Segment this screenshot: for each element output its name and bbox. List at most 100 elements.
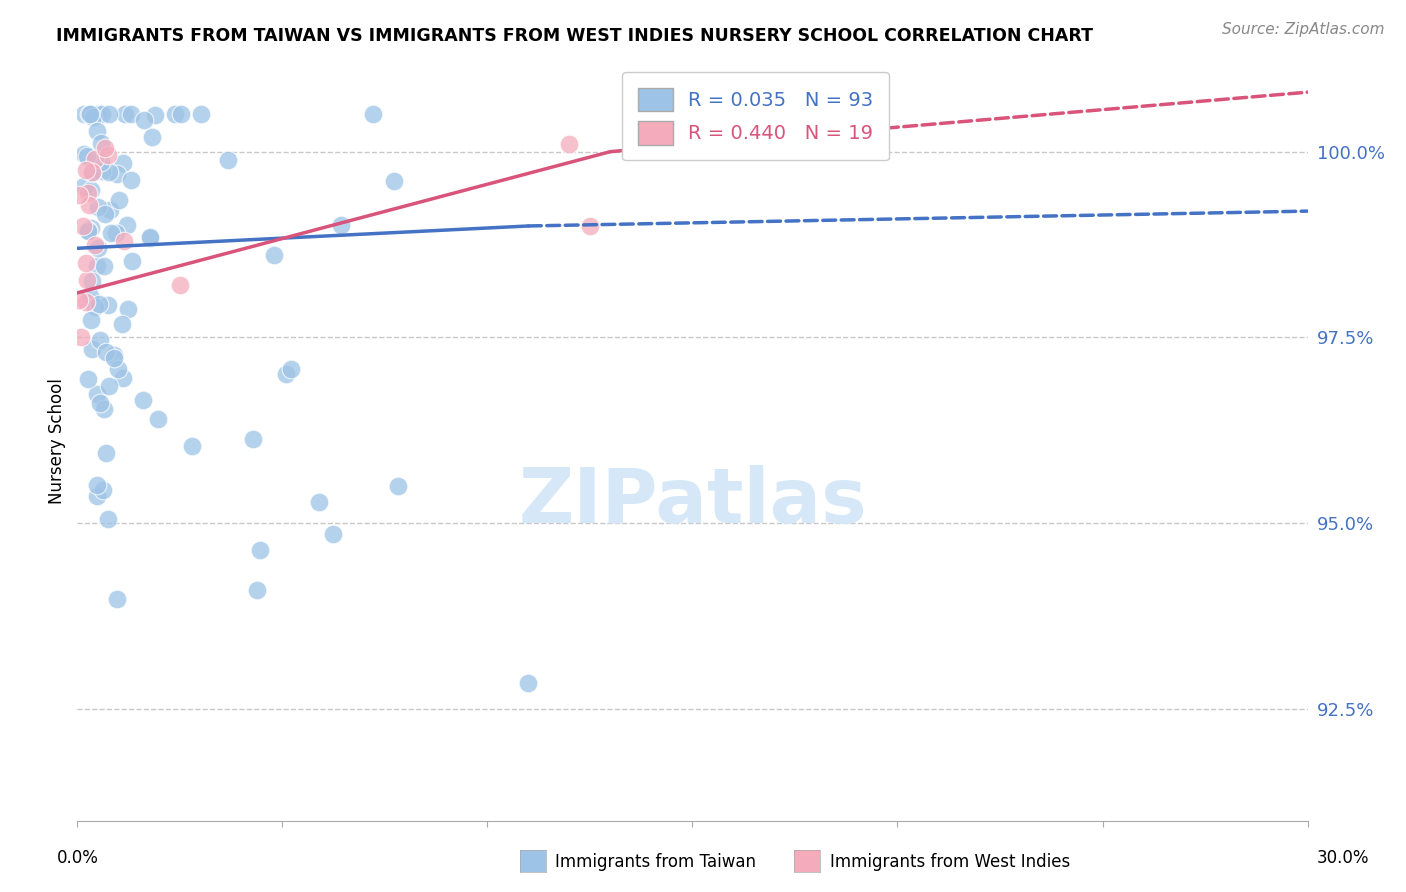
Point	[249, 542, 271, 557]
Point	[105, 226, 128, 240]
Point	[98, 202, 121, 217]
Point	[134, 113, 156, 128]
Point	[115, 218, 138, 232]
Point	[97, 512, 120, 526]
Point	[80, 274, 103, 288]
Point	[79, 107, 101, 121]
Point	[80, 165, 103, 179]
Point	[70, 330, 93, 344]
Point	[138, 230, 160, 244]
Point	[75, 256, 97, 270]
Point	[246, 582, 269, 597]
Point	[107, 193, 129, 207]
Point	[67, 293, 90, 308]
Point	[120, 107, 142, 121]
Point	[73, 178, 96, 193]
Point	[86, 489, 108, 503]
Point	[79, 289, 101, 303]
Point	[94, 207, 117, 221]
Point	[143, 108, 166, 122]
Text: Source: ZipAtlas.com: Source: ZipAtlas.com	[1222, 22, 1385, 37]
Point	[80, 313, 103, 327]
Point	[165, 107, 187, 121]
Point	[107, 362, 129, 376]
Y-axis label: Nursery School: Nursery School	[48, 378, 66, 505]
Point	[276, 367, 298, 381]
Point	[90, 136, 112, 151]
Point	[93, 402, 115, 417]
Point	[98, 165, 121, 179]
Point	[76, 186, 98, 200]
Point	[105, 167, 128, 181]
Point	[73, 107, 96, 121]
Point	[131, 392, 153, 407]
Point	[75, 294, 97, 309]
Text: 30.0%: 30.0%	[1316, 849, 1369, 867]
Point	[86, 107, 108, 121]
Point	[75, 162, 97, 177]
Point	[90, 154, 112, 169]
Point	[91, 164, 114, 178]
Point	[170, 107, 193, 121]
Point	[86, 386, 108, 401]
Point	[72, 147, 94, 161]
Point	[80, 183, 103, 197]
Point	[558, 137, 581, 152]
Point	[80, 220, 103, 235]
Point	[84, 300, 107, 314]
Point	[77, 198, 100, 212]
Point	[97, 107, 120, 121]
Text: ZIPatlas: ZIPatlas	[519, 466, 866, 539]
Legend: R = 0.035   N = 93, R = 0.440   N = 19: R = 0.035 N = 93, R = 0.440 N = 19	[623, 72, 889, 161]
Point	[361, 107, 384, 121]
Point	[120, 173, 142, 187]
Text: Immigrants from Taiwan: Immigrants from Taiwan	[555, 853, 756, 871]
Point	[82, 342, 104, 356]
Point	[180, 439, 202, 453]
Point	[72, 219, 94, 233]
Point	[141, 129, 163, 144]
Point	[79, 107, 101, 121]
Point	[94, 141, 117, 155]
Point	[89, 396, 111, 410]
Point	[87, 297, 110, 311]
Text: IMMIGRANTS FROM TAIWAN VS IMMIGRANTS FROM WEST INDIES NURSERY SCHOOL CORRELATION: IMMIGRANTS FROM TAIWAN VS IMMIGRANTS FRO…	[56, 27, 1094, 45]
Point	[103, 347, 125, 361]
Point	[169, 278, 191, 293]
Point	[138, 231, 160, 245]
Point	[76, 149, 98, 163]
Point	[86, 124, 108, 138]
Point	[76, 223, 98, 237]
Point	[84, 238, 107, 252]
Point	[308, 495, 330, 509]
Point	[98, 379, 121, 393]
Point	[217, 153, 239, 167]
Point	[111, 155, 134, 169]
Point	[80, 166, 103, 180]
Text: Immigrants from West Indies: Immigrants from West Indies	[830, 853, 1070, 871]
Point	[91, 483, 114, 498]
Point	[82, 110, 104, 124]
Point	[79, 107, 101, 121]
Point	[105, 592, 128, 607]
Point	[89, 333, 111, 347]
Point	[84, 152, 107, 166]
Point	[111, 370, 134, 384]
Point	[111, 317, 134, 331]
Point	[121, 253, 143, 268]
Point	[77, 224, 100, 238]
Point	[100, 227, 122, 241]
Point	[280, 362, 302, 376]
Point	[114, 107, 136, 121]
Point	[112, 234, 135, 248]
Point	[76, 273, 98, 287]
Point	[86, 478, 108, 492]
Point	[96, 147, 118, 161]
Point	[87, 200, 110, 214]
Point	[146, 412, 169, 426]
Point	[91, 107, 114, 121]
Point	[86, 241, 108, 255]
Point	[579, 219, 602, 233]
Point	[97, 298, 120, 312]
Point	[93, 259, 115, 273]
